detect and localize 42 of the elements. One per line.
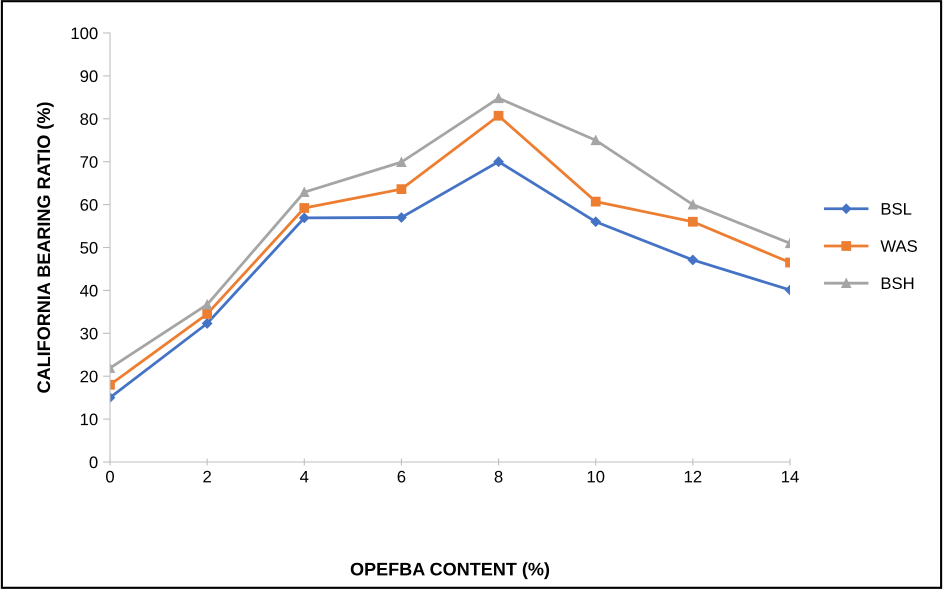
point — [688, 200, 698, 210]
point — [493, 156, 504, 167]
x-tick-label: 4 — [300, 470, 308, 482]
x-tick-label: 12 — [684, 470, 702, 482]
y-tick-label: 40 — [80, 284, 98, 297]
y-tick-label: 50 — [80, 242, 98, 254]
point — [494, 93, 504, 104]
x-tick-label: 14 — [782, 470, 799, 482]
y-tick-label: 0 — [90, 456, 98, 468]
y-tick-label: 60 — [80, 199, 98, 211]
point — [299, 187, 310, 198]
x-tick-label: 6 — [398, 470, 406, 483]
point — [590, 216, 601, 227]
x-tick-label: 0 — [106, 470, 114, 483]
y-axis-title: CALIFORNIA BEARING RATIO (%) — [36, 102, 54, 393]
point — [299, 212, 310, 224]
point — [202, 300, 212, 310]
point — [202, 309, 212, 319]
y-tick-label: 100 — [72, 27, 98, 40]
point — [688, 216, 698, 227]
point — [299, 203, 310, 213]
y-tick-label: 90 — [80, 70, 98, 82]
y-tick-label: 70 — [80, 156, 98, 168]
point — [688, 254, 698, 266]
y-tick-label: 10 — [80, 414, 98, 426]
legend-label: BSH — [882, 277, 914, 290]
x-axis-title: OPEFBA CONTENT (%) — [350, 562, 550, 580]
x-tick-label: 10 — [588, 470, 604, 483]
point — [590, 135, 601, 146]
point — [396, 212, 407, 223]
x-tick-label: 8 — [494, 470, 502, 483]
point — [396, 157, 406, 167]
point — [494, 110, 504, 121]
point — [590, 196, 601, 206]
x-tick-label: 2 — [203, 470, 211, 482]
y-tick-label: 20 — [80, 370, 98, 382]
legend-label: BSL — [882, 202, 912, 215]
y-tick-label: 80 — [80, 113, 98, 126]
point — [202, 318, 212, 329]
y-tick-label: 30 — [80, 328, 98, 340]
point — [396, 184, 406, 194]
legend-label: WAS — [880, 240, 917, 252]
